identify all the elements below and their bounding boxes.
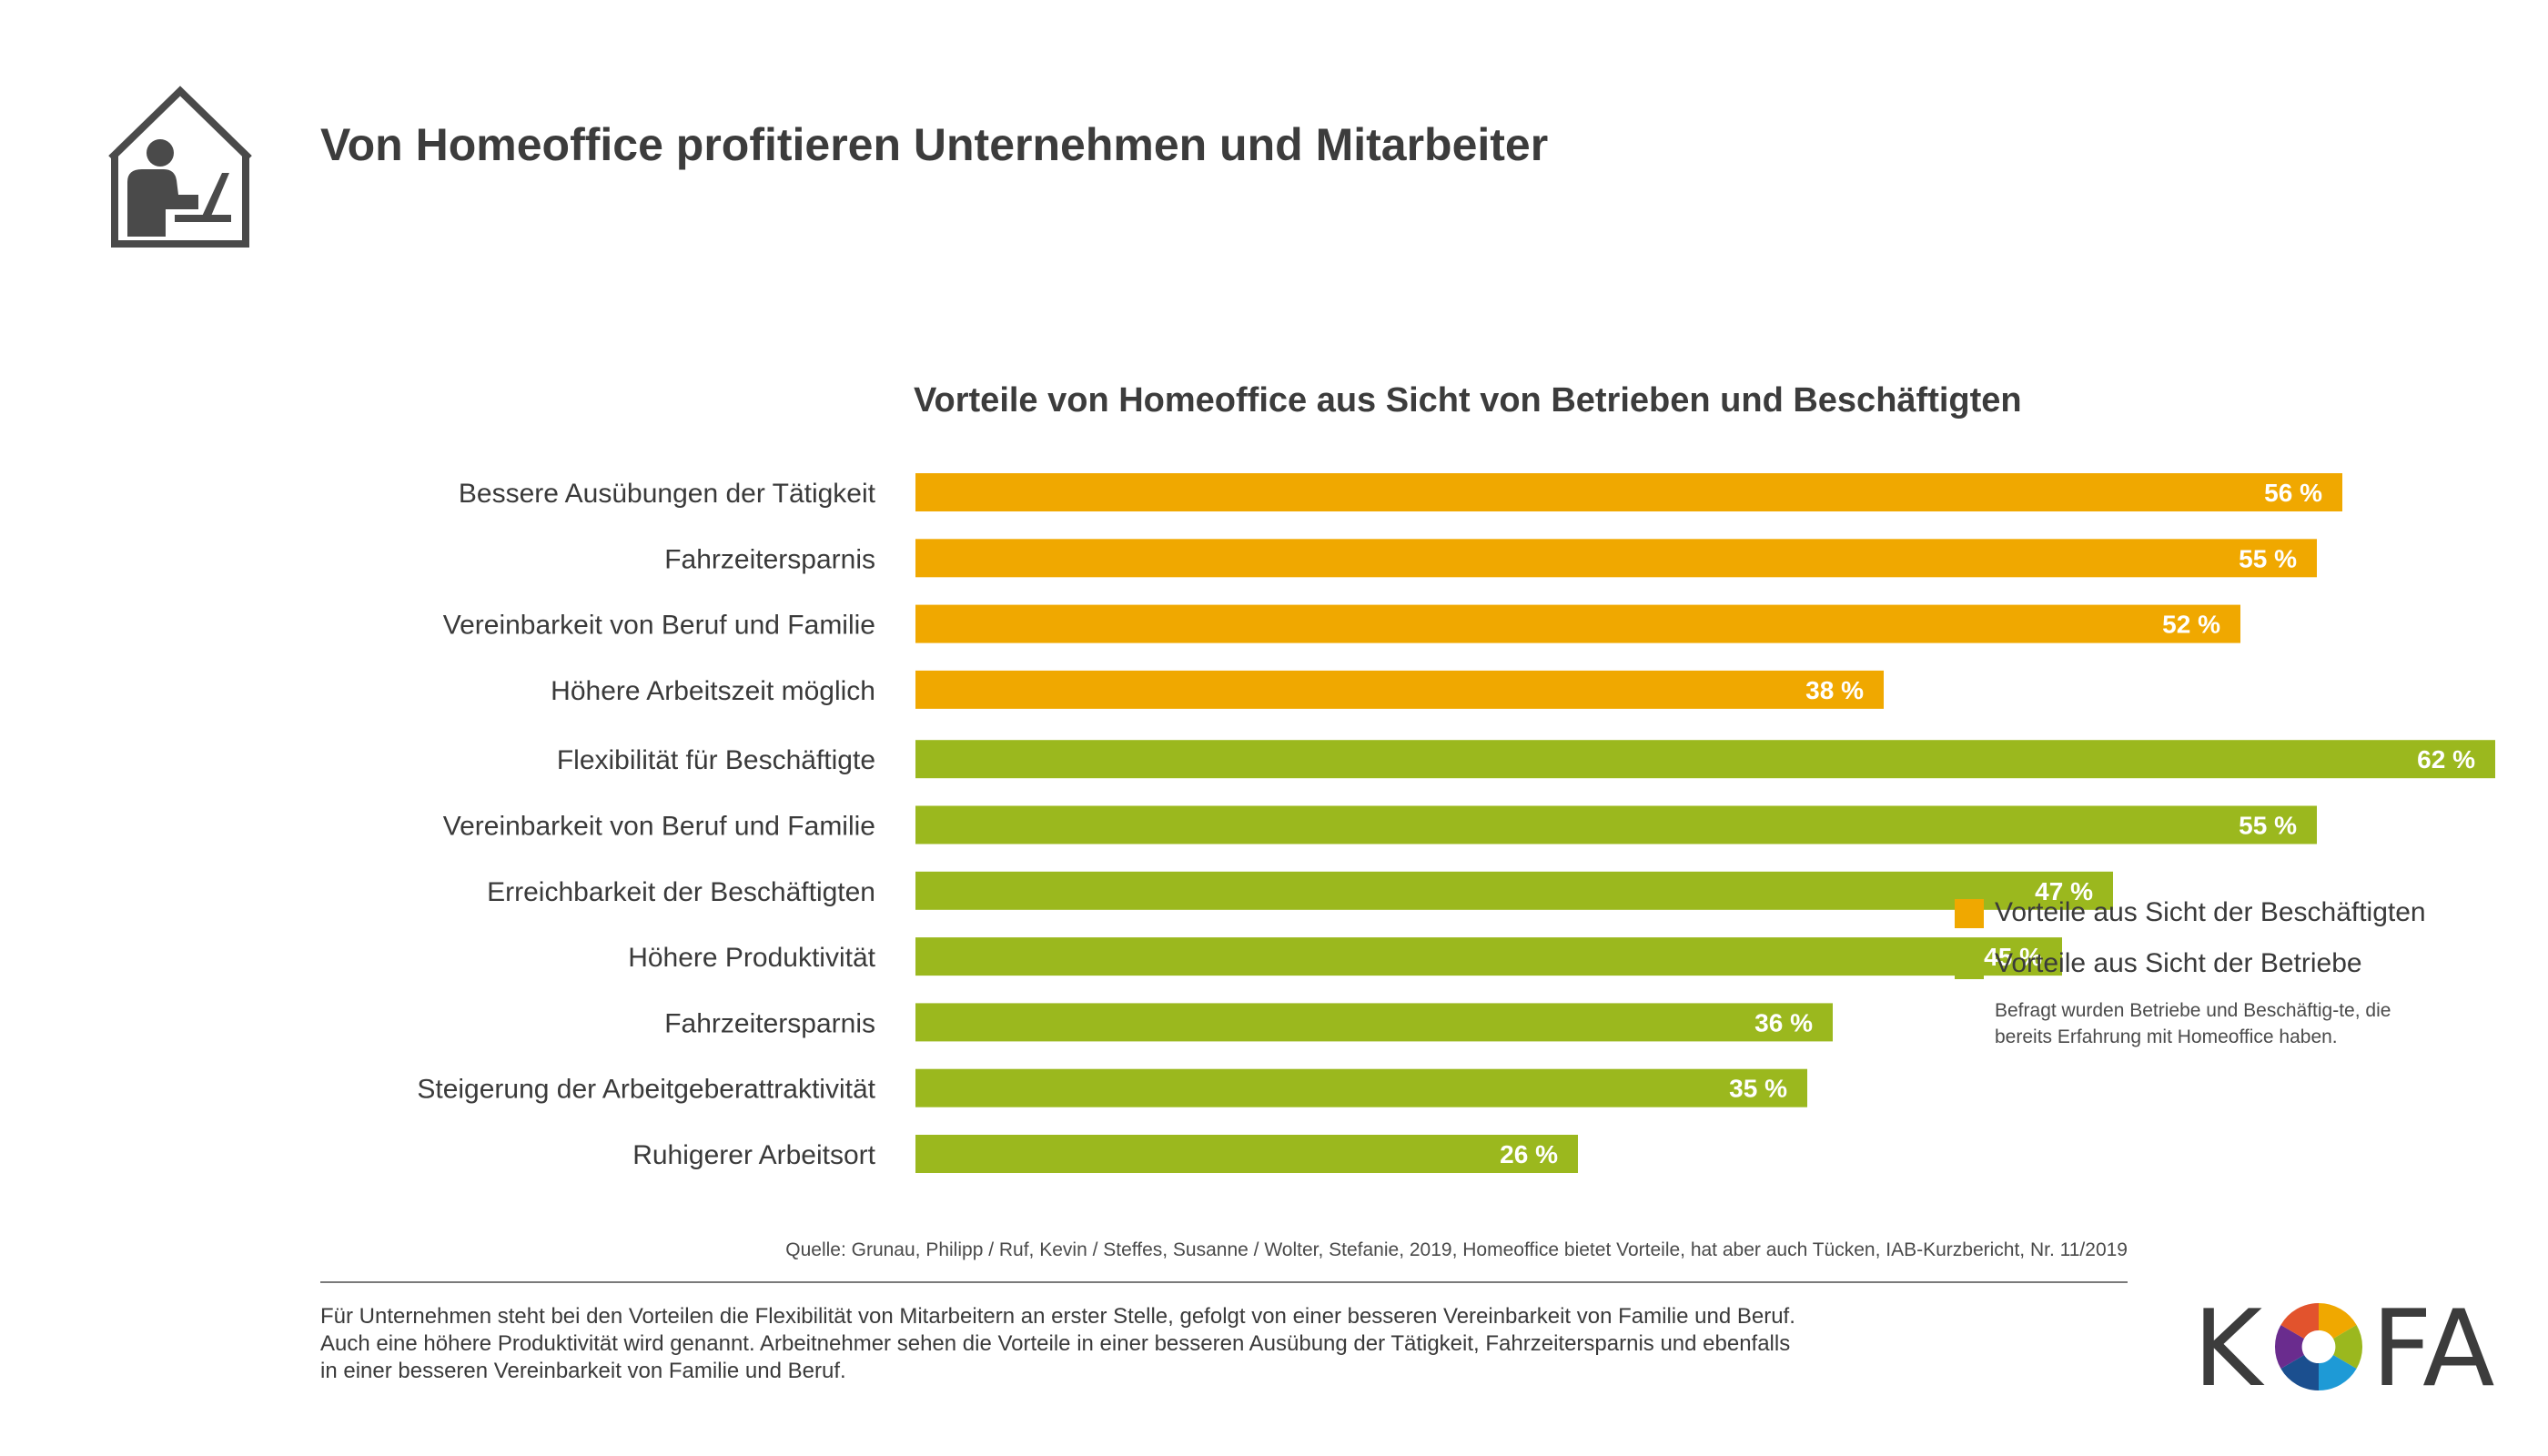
logo-o-ring-icon — [2274, 1303, 2363, 1390]
category-label: Erreichbarkeit der Beschäftigten — [487, 877, 875, 907]
logo-letters-fa: FA — [2371, 1292, 2494, 1401]
page-title: Von Homeoffice profitieren Unternehmen u… — [320, 119, 1549, 170]
category-label: Höhere Arbeitszeit möglich — [551, 676, 875, 706]
house-homeoffice-icon — [108, 86, 252, 248]
value-label: 45 % — [1984, 943, 2042, 971]
description-line: in einer besseren Vereinbarkeit von Fami… — [320, 1359, 846, 1383]
legend-label-employees: Vorteile aus Sicht der Beschäftigten — [1995, 897, 2426, 927]
chart-title: Vorteile von Homeoffice aus Sicht von Be… — [914, 381, 2022, 420]
value-label: 55 % — [2239, 544, 2297, 572]
description-line: Auch eine höhere Produktivität wird gena… — [320, 1331, 1791, 1356]
category-label: Fahrzeitersparnis — [664, 1008, 875, 1038]
value-label: 47 % — [2035, 877, 2093, 905]
value-labels: 56 % 55 % 52 % 38 % 62 % 55 % 47 % 45 % 36 % 35 %… — [1500, 479, 2475, 1168]
value-label: 35 % — [1729, 1075, 1787, 1103]
bar-companies — [915, 871, 2113, 910]
bar-employees — [915, 670, 1884, 709]
source-citation: Quelle: Grunau, Philipp / Ruf, Kevin / S… — [785, 1239, 2128, 1260]
category-label: Vereinbarkeit von Beruf und Familie — [443, 812, 875, 842]
value-label: 62 % — [2417, 745, 2475, 774]
category-labels: Bessere Ausübungen der Tätigkeit Fahrzeit… — [417, 479, 876, 1170]
description-line: Für Unternehmen steht bei den Vorteilen … — [320, 1304, 1795, 1329]
bar-employees — [915, 539, 2317, 578]
bar-chart: Vorteile von Homeoffice aus Sicht von Be… — [417, 381, 2495, 1173]
bar-employees — [915, 604, 2240, 643]
bar-companies — [915, 1003, 1833, 1042]
legend-swatch-companies — [1955, 950, 1984, 979]
category-label: Ruhigerer Arbeitsort — [632, 1140, 875, 1170]
bar-companies — [915, 937, 2062, 976]
legend-note: Befragt wurden Betriebe und Beschäftig-t… — [1995, 1000, 2391, 1047]
value-label: 38 % — [1805, 676, 1864, 704]
category-label: Flexibilität für Beschäftigte — [557, 745, 875, 775]
value-label: 26 % — [1500, 1140, 1558, 1168]
bar-employees — [915, 473, 2342, 511]
legend-label-companies: Vorteile aus Sicht der Betriebe — [1995, 948, 2362, 978]
divider — [320, 1281, 2128, 1283]
bar-companies — [915, 1135, 1578, 1173]
category-label: Bessere Ausübungen der Tätigkeit — [459, 479, 876, 509]
category-label: Steigerung der Arbeitgeberattraktivität — [417, 1075, 875, 1105]
bar-group — [915, 473, 2495, 1173]
value-label: 52 % — [2162, 611, 2220, 639]
value-label: 36 % — [1754, 1008, 1813, 1036]
logo-letter-k: K — [2193, 1292, 2265, 1401]
category-label: Fahrzeitersparnis — [664, 544, 875, 574]
category-label: Höhere Produktivität — [628, 943, 875, 973]
kofa-logo: K FA — [2193, 1292, 2494, 1401]
value-label: 55 % — [2239, 812, 2297, 840]
legend-item-companies: Vorteile aus Sicht der Betriebe — [1955, 946, 2464, 983]
bar-companies — [915, 805, 2317, 844]
bar-companies — [915, 740, 2495, 779]
value-label: 56 % — [2264, 479, 2322, 507]
legend-swatch-employees — [1955, 899, 1984, 928]
legend: Vorteile aus Sicht der Beschäftigten Vor… — [1955, 895, 2464, 1050]
category-label: Vereinbarkeit von Beruf und Familie — [443, 611, 875, 641]
bar-companies — [915, 1068, 1807, 1107]
legend-item-employees: Vorteile aus Sicht der Beschäftigten — [1955, 895, 2464, 932]
description-text: Für Unternehmen steht bei den Vorteilen … — [320, 1303, 2049, 1385]
